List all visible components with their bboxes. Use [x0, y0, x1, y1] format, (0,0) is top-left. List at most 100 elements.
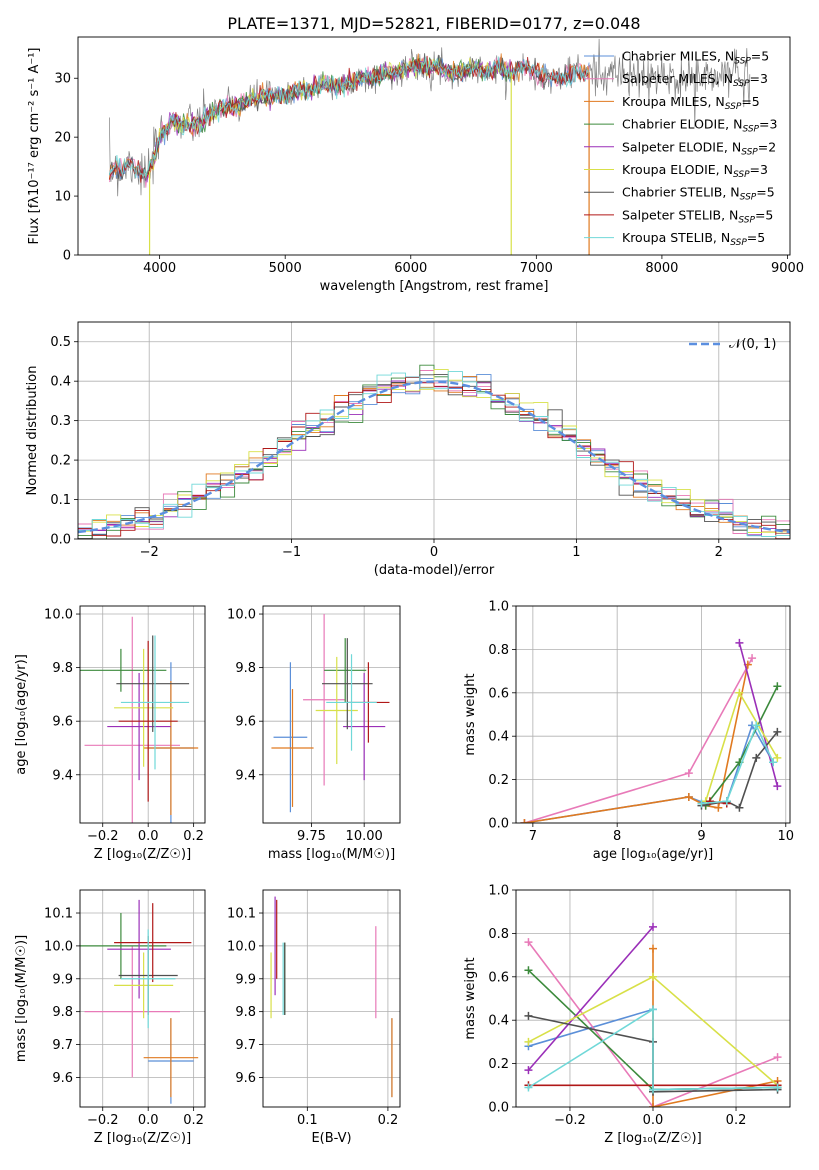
legend-entry: Kroupa ELODIE, NSSP=3: [584, 162, 768, 180]
y-tick-label: 0.4: [50, 375, 71, 390]
plus-marker: [735, 803, 744, 812]
legend-label: Chabrier ELODIE, NSSP=3: [622, 117, 777, 135]
x-tick-label: 0.1: [297, 1113, 318, 1128]
x-tick-label: 9: [697, 829, 705, 844]
x-tick-label: −0.2: [87, 1113, 119, 1128]
y-tick-label: 9.6: [235, 1071, 256, 1086]
model-spectrum: [108, 55, 590, 183]
legend-entry: Salpeter STELIB, NSSP=5: [584, 207, 773, 225]
axes-frame: [515, 605, 791, 824]
y-tick-label: 0.1: [50, 493, 71, 508]
plus-marker: [705, 797, 714, 806]
y-tick-label: 0.8: [488, 927, 509, 942]
panel-weight_vs_Z: −0.2 0.0 0.2 0.0 0.2 0.4 0.6 0.8 1.0 Z [log₁₀(Z/Z…: [463, 884, 791, 1146]
legend-entry: Salpeter MILES, NSSP=3: [584, 71, 768, 89]
plot-area-weight_vs_Z: [524, 922, 782, 1107]
error-point: [322, 638, 373, 730]
legend-n: =3: [759, 117, 777, 132]
plus-marker: [773, 682, 782, 691]
plus-marker: [649, 972, 657, 981]
axes-frame: [262, 605, 401, 824]
x-tick-label: 2: [715, 545, 723, 560]
error-point: [114, 648, 174, 767]
plot-area-mass_vs_Z: [80, 899, 199, 1104]
series-line: [701, 723, 774, 805]
plus-marker: [722, 797, 731, 806]
plot-area-mass_vs_ebv: [270, 896, 393, 1098]
error-point: [118, 640, 178, 802]
plus-marker: [752, 721, 761, 730]
y-tick-label: 9.6: [52, 1071, 73, 1086]
plus-marker: [769, 758, 778, 767]
plus-marker: [684, 792, 693, 801]
y-axis-label: Normed distribution: [25, 366, 40, 496]
legend-model: Salpeter STELIB: [622, 207, 721, 222]
y-axis-label: mass [log₁₀(M/M☉)]: [14, 935, 29, 1062]
legend-n: =5: [755, 207, 773, 222]
plus-marker: [649, 944, 657, 953]
x-tick-label: 0.0: [643, 1113, 664, 1128]
legend-model: Kroupa STELIB: [622, 230, 713, 245]
legend-n: =5: [756, 185, 774, 200]
plus-marker: [520, 819, 529, 823]
x-tick-label: 7: [529, 829, 537, 844]
x-tick-label: 0.2: [726, 1113, 747, 1128]
plus-marker: [524, 938, 533, 947]
x-tick-label: 1: [572, 545, 580, 560]
y-tick-label: 10.1: [227, 907, 256, 922]
legend-sub: SSP: [738, 215, 755, 225]
legend-sub: SSP: [733, 79, 750, 89]
legend-sep: , N: [722, 185, 739, 200]
y-tick-label: 9.9: [235, 972, 256, 987]
weight-series: [697, 721, 778, 808]
error-point: [143, 1018, 199, 1098]
y-tick-label: 9.7: [52, 1038, 73, 1053]
x-axis-label: wavelength [Angstrom, rest frame]: [320, 279, 549, 294]
legend-label: Salpeter STELIB, NSSP=5: [622, 207, 773, 225]
legend-model: Kroupa ELODIE: [622, 162, 716, 177]
error-point: [80, 913, 167, 979]
plus-marker: [524, 1011, 533, 1020]
series-line: [527, 926, 654, 1071]
y-tick-label: 9.6: [52, 715, 73, 730]
legend-n: =5: [751, 49, 769, 64]
legend-sub: SSP: [725, 102, 742, 112]
y-tick-label: 9.9: [52, 972, 73, 987]
x-axis-label: Z [log₁₀(Z/Z☉)]: [94, 847, 191, 862]
y-tick-label: 0.6: [488, 970, 509, 985]
y-tick-label: 0: [63, 249, 71, 264]
error-point: [343, 672, 386, 781]
x-axis-label: E(B-V): [311, 1131, 351, 1146]
plus-marker: [649, 1085, 657, 1094]
legend-entry: Chabrier STELIB, NSSP=5: [584, 185, 775, 203]
x-tick-label: 0.0: [138, 829, 159, 844]
error-point: [80, 648, 167, 692]
x-tick-label: −2: [140, 545, 159, 560]
legend-n: =3: [750, 71, 768, 86]
x-tick-label: −0.2: [554, 1113, 586, 1128]
y-tick-label: 9.4: [52, 768, 73, 783]
y-tick-label: 10.0: [227, 608, 256, 623]
legend-label: Salpeter MILES, NSSP=3: [622, 71, 768, 89]
plus-marker: [752, 753, 761, 762]
legend-label: 𝒩(0, 1): [729, 337, 776, 352]
axes-frame: [77, 36, 791, 256]
legend-entry: 𝒩(0, 1): [689, 337, 776, 352]
error-point: [143, 681, 199, 815]
legend-label: Kroupa MILES, NSSP=5: [622, 94, 760, 112]
y-tick-label: 0.3: [50, 414, 71, 429]
error-point: [116, 635, 190, 732]
histogram-step: [78, 369, 790, 534]
y-tick-label: 10.0: [227, 939, 256, 954]
plus-marker: [773, 782, 782, 791]
legend-sep: , N: [725, 117, 742, 132]
plus-marker: [684, 769, 693, 778]
plus-marker: [524, 1083, 533, 1092]
x-tick-label: 5000: [269, 261, 302, 276]
y-tick-label: 20: [54, 131, 71, 146]
plus-marker: [735, 688, 744, 697]
series-line: [524, 657, 753, 823]
legend-sub: SSP: [741, 147, 758, 157]
legend-sep: , N: [713, 230, 730, 245]
series-line: [527, 941, 778, 1107]
